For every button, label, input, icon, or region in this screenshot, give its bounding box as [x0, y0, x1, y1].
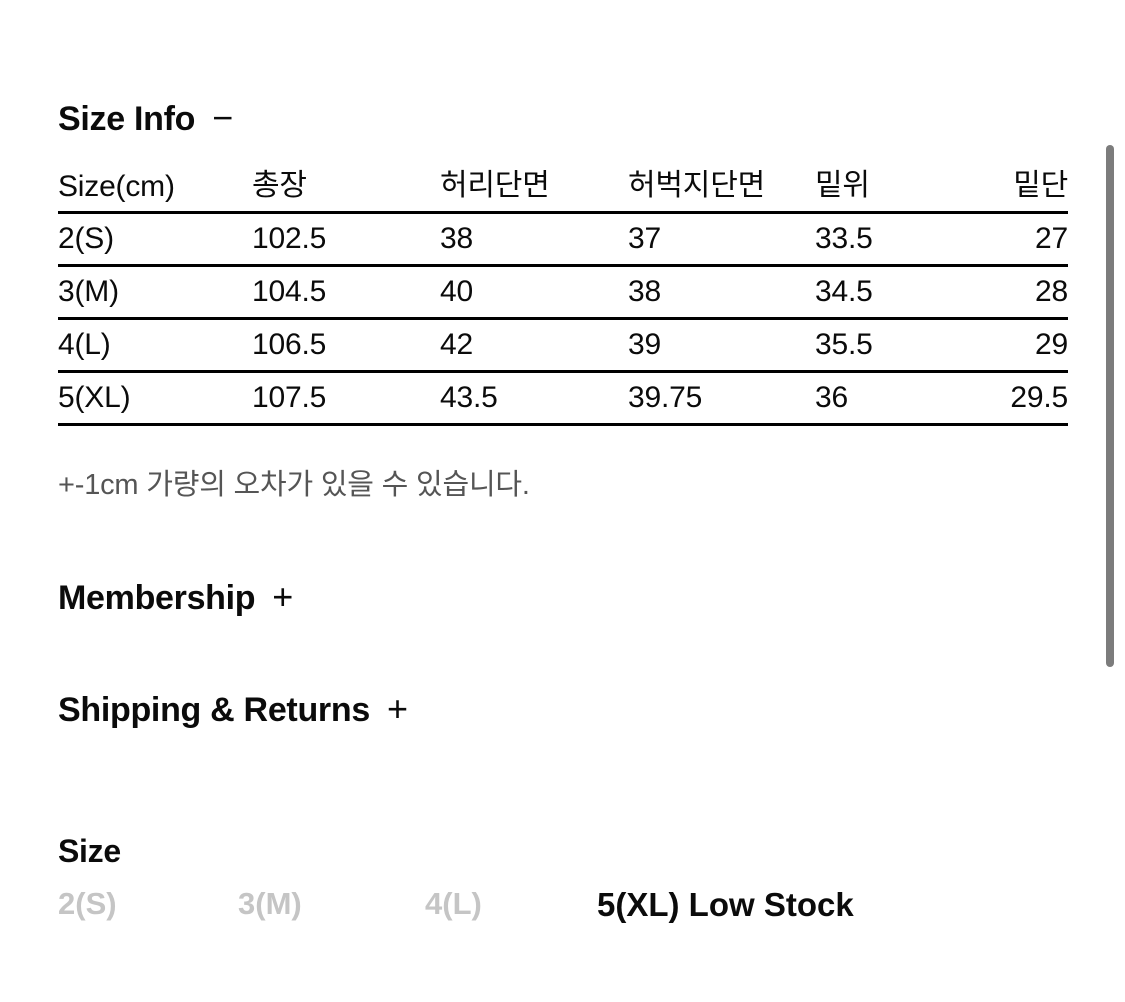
measure-cell: 27: [1035, 222, 1068, 255]
size-table-header-cell: 허벅지단면: [628, 169, 765, 202]
size-tolerance-note: +-1cm 가량의 오차가 있을 수 있습니다.: [58, 469, 530, 501]
shipping-returns-title: Shipping & Returns: [58, 691, 370, 729]
size-info-title: Size Info: [58, 100, 196, 138]
measure-cell: 36: [815, 381, 848, 414]
size-option-5xl-low-stock[interactable]: 5(XL) Low Stock: [597, 886, 854, 923]
table-row: 2(S) 102.5 38 37 33.5 27: [58, 214, 1068, 267]
expand-plus-icon: +: [272, 575, 293, 617]
measure-cell: 104.5: [252, 275, 327, 308]
measure-cell: 28: [1035, 275, 1068, 308]
measure-cell: 107.5: [252, 381, 327, 414]
measure-cell: 102.5: [252, 222, 327, 255]
table-row: 3(M) 104.5 40 38 34.5 28: [58, 267, 1068, 320]
size-selector-label: Size: [58, 833, 121, 869]
size-table-header-cell: 총장: [252, 169, 307, 202]
measure-cell: 33.5: [815, 222, 873, 255]
measure-cell: 43.5: [440, 381, 498, 414]
measure-cell: 40: [440, 275, 473, 308]
table-row: 4(L) 106.5 42 39 35.5 29: [58, 320, 1068, 373]
size-option-3m[interactable]: 3(M): [238, 886, 302, 921]
measure-cell: 29: [1035, 328, 1068, 361]
size-cell: 4(L): [58, 328, 111, 361]
size-option-2s[interactable]: 2(S): [58, 886, 117, 921]
size-table-header-cell: Size(cm): [58, 170, 175, 203]
size-option-4l[interactable]: 4(L): [425, 886, 482, 921]
membership-accordion-header[interactable]: Membership +: [58, 575, 293, 618]
measure-cell: 35.5: [815, 328, 873, 361]
size-table-header-row: Size(cm) 총장 허리단면 허벅지단면 밑위 밑단: [58, 160, 1068, 214]
size-cell: 2(S): [58, 222, 114, 255]
table-row: 5(XL) 107.5 43.5 39.75 36 29.5: [58, 373, 1068, 426]
expand-plus-icon: +: [386, 687, 408, 729]
measure-cell: 37: [628, 222, 661, 255]
measure-cell: 38: [628, 275, 661, 308]
measure-cell: 34.5: [815, 275, 873, 308]
size-table-header-cell: 밑단: [1013, 169, 1068, 202]
measure-cell: 39.75: [628, 381, 703, 414]
size-info-accordion-header[interactable]: Size Info −: [58, 96, 233, 139]
collapse-minus-icon: −: [212, 96, 233, 138]
size-cell: 3(M): [58, 275, 119, 308]
size-table: Size(cm) 총장 허리단면 허벅지단면 밑위 밑단 2(S) 102.5 …: [58, 160, 1068, 426]
measure-cell: 39: [628, 328, 661, 361]
measure-cell: 29.5: [1010, 381, 1068, 414]
measure-cell: 106.5: [252, 328, 327, 361]
scrollbar-thumb[interactable]: [1106, 145, 1114, 667]
size-table-header-cell: 허리단면: [440, 169, 550, 202]
shipping-returns-accordion-header[interactable]: Shipping & Returns +: [58, 687, 408, 730]
membership-title: Membership: [58, 579, 256, 617]
measure-cell: 42: [440, 328, 473, 361]
size-cell: 5(XL): [58, 381, 131, 414]
measure-cell: 38: [440, 222, 473, 255]
size-table-header-cell: 밑위: [815, 169, 870, 202]
